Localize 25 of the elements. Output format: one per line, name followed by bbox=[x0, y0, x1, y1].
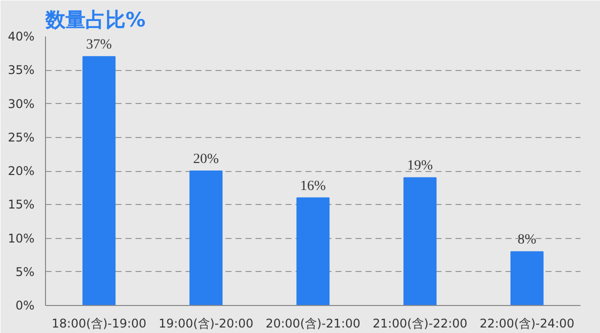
chart-title: 数量占比% bbox=[44, 8, 146, 32]
x-tick-label: 20:00(含)-21:00 bbox=[266, 316, 360, 330]
bar bbox=[82, 56, 116, 306]
data-label: 8% bbox=[518, 232, 537, 248]
y-tick-label: 35% bbox=[8, 63, 34, 78]
bar bbox=[189, 170, 223, 306]
x-tick-label: 18:00(含)-19:00 bbox=[52, 316, 146, 330]
bar bbox=[403, 177, 437, 306]
x-tick-label: 19:00(含)-20:00 bbox=[158, 316, 254, 330]
y-tick-label: 30% bbox=[8, 96, 34, 111]
bar bbox=[296, 197, 330, 306]
y-tick-label: 0% bbox=[15, 298, 35, 312]
data-label: 19% bbox=[407, 158, 434, 174]
y-tick-label: 20% bbox=[8, 164, 34, 178]
y-tick-label: 15% bbox=[8, 198, 34, 212]
bar bbox=[510, 251, 544, 306]
x-tick-label: 21:00(含)-22:00 bbox=[372, 316, 468, 330]
x-tick-label: 22:00(含)-24:00 bbox=[480, 316, 574, 330]
y-tick-label: 5% bbox=[15, 264, 35, 279]
y-tick-label: 25% bbox=[8, 130, 34, 144]
data-label: 16% bbox=[300, 178, 326, 194]
y-tick-label: 10% bbox=[8, 231, 34, 246]
y-tick-label: 40% bbox=[8, 30, 34, 44]
data-label: 20% bbox=[193, 152, 220, 167]
data-label: 37% bbox=[86, 38, 112, 53]
